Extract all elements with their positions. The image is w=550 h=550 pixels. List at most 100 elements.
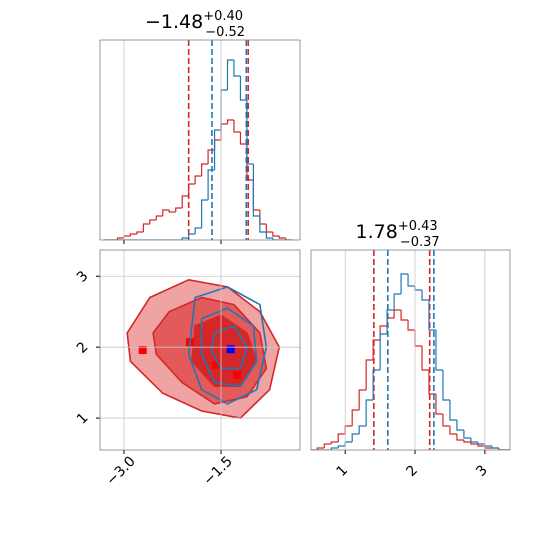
marker <box>211 360 220 369</box>
hist-step <box>233 120 241 133</box>
marker <box>226 345 235 354</box>
hist-step <box>421 346 430 371</box>
plot-area <box>104 40 293 240</box>
hist-step <box>456 434 464 441</box>
hist-step <box>358 389 367 410</box>
y-tick-label: 2 <box>74 339 92 357</box>
hist-step <box>344 441 353 446</box>
title-plus: +0.43 <box>398 219 438 234</box>
hist-step <box>477 442 485 445</box>
panel-title: 1.78+0.43 −0.37 <box>356 219 440 250</box>
hist-step <box>421 290 430 301</box>
axes-frame <box>99 39 301 241</box>
hist-step <box>259 210 267 225</box>
y-tick-label: 1 <box>74 410 92 428</box>
hist-step <box>330 441 339 444</box>
hist-step <box>201 199 209 228</box>
hist-step <box>365 359 374 390</box>
axes-frame <box>310 249 511 451</box>
hist-step <box>285 238 293 240</box>
hist-step <box>155 215 163 220</box>
hist-step <box>213 139 222 150</box>
hist-step <box>456 420 464 431</box>
title-plus: +0.40 <box>203 9 243 24</box>
hist-step <box>181 237 189 240</box>
hist-step <box>220 123 228 140</box>
title-value: 1.78 <box>356 221 398 243</box>
axes-frame <box>99 249 301 451</box>
hist-step <box>337 445 346 448</box>
hist-step <box>233 60 241 77</box>
title-minus: −0.52 <box>205 25 245 40</box>
hist-step <box>463 430 471 439</box>
hist-step <box>226 59 234 90</box>
x-tick-label: −3.0 <box>103 453 138 488</box>
title-minus: −0.37 <box>400 235 440 250</box>
hist-step <box>470 442 478 445</box>
x-tick-label: 1 <box>334 462 352 480</box>
hist-step <box>136 231 144 234</box>
hist-step <box>259 216 267 233</box>
contour <box>187 286 268 405</box>
hist-step <box>149 219 157 224</box>
plot-area <box>126 278 281 419</box>
hist-step <box>323 443 332 448</box>
x-tick-label: 2 <box>403 462 421 480</box>
hist-step <box>278 236 286 239</box>
hist-step <box>351 409 360 426</box>
hist-step <box>400 310 409 321</box>
hist-step <box>252 164 260 217</box>
marker <box>233 370 242 379</box>
hist-step <box>379 325 388 340</box>
hist-step <box>265 224 273 233</box>
hist-step <box>414 330 423 347</box>
hist-step <box>265 232 273 239</box>
hist-step <box>449 426 457 435</box>
hist-step <box>393 309 402 318</box>
hist-step <box>330 447 339 450</box>
hist-step <box>365 399 374 426</box>
hist-step <box>337 433 346 442</box>
hist-step <box>188 233 196 238</box>
hist-step <box>129 233 137 236</box>
plot-area <box>311 250 510 450</box>
hist-step <box>498 448 506 450</box>
hist-step <box>435 394 443 415</box>
hist-step <box>201 163 209 176</box>
hist-step <box>463 440 471 443</box>
hist-step <box>194 175 202 184</box>
contour <box>210 324 248 370</box>
hist-step <box>484 444 492 447</box>
title-value: −1.48 <box>145 11 203 33</box>
hist-step <box>344 425 353 434</box>
hist-step <box>181 195 189 208</box>
hist-step <box>491 446 499 449</box>
hist-step <box>316 447 325 450</box>
hist-step <box>162 209 170 216</box>
hist-step <box>272 232 280 237</box>
hist-step <box>442 370 450 401</box>
hist-step <box>351 433 360 442</box>
hist-step <box>123 235 131 238</box>
hist-step <box>142 223 150 232</box>
hist-step <box>358 425 367 434</box>
hist-step <box>188 183 196 196</box>
hist-step <box>239 132 247 145</box>
x-tick-label: −1.5 <box>201 453 236 488</box>
hist-step <box>379 333 388 370</box>
x-tick-label: 3 <box>473 462 491 480</box>
hist-step <box>414 286 423 291</box>
hist-step <box>407 320 416 331</box>
hist-step <box>194 227 202 234</box>
hist-step <box>272 238 280 240</box>
hist-step <box>393 293 402 310</box>
y-tick-label: 3 <box>74 268 92 286</box>
panel-title: −1.48+0.40 −0.52 <box>145 9 245 40</box>
marker <box>138 346 147 354</box>
contour <box>200 307 258 388</box>
hist-step <box>442 414 450 427</box>
hist-step <box>449 400 457 421</box>
hist-step <box>407 274 416 287</box>
hist-step <box>477 444 485 447</box>
